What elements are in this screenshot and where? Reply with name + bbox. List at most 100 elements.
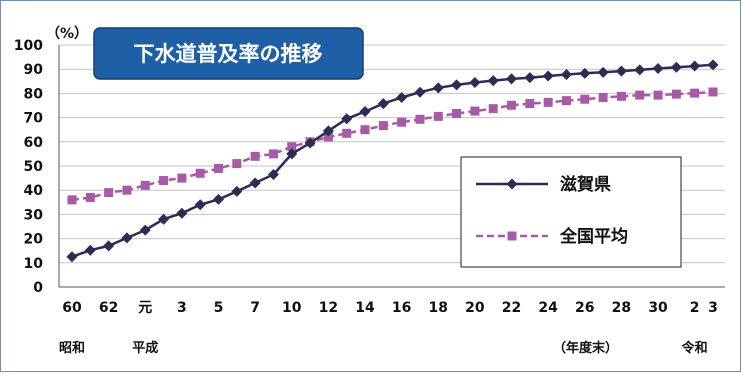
y-axis-unit: （%）	[46, 26, 88, 42]
y-tick-label: 0	[33, 280, 43, 296]
data-point	[560, 69, 572, 81]
y-tick-label: 70	[24, 111, 44, 127]
y-tick-label: 20	[24, 232, 44, 248]
data-point	[707, 59, 719, 71]
era-label: 平成	[132, 340, 158, 356]
data-point	[304, 137, 316, 149]
data-point	[286, 148, 298, 160]
data-point	[488, 104, 498, 114]
data-point	[122, 185, 132, 195]
y-tick-labels: 0 10 20 30 40 50 60 70 80 90 100	[14, 38, 43, 296]
data-point	[414, 86, 426, 98]
data-point	[670, 61, 682, 73]
y-tick-label: 50	[24, 159, 44, 175]
data-point	[543, 97, 553, 107]
data-point	[176, 207, 188, 219]
legend-marker	[507, 231, 517, 241]
data-point	[139, 224, 151, 236]
data-point	[506, 73, 518, 85]
y-tick-label: 60	[24, 135, 44, 151]
data-point	[267, 168, 279, 180]
data-point	[487, 75, 499, 87]
era-label: 令和	[682, 340, 708, 356]
data-point	[598, 93, 608, 103]
legend-entry: 滋賀県	[476, 174, 611, 195]
data-point	[561, 96, 571, 106]
data-point	[104, 188, 114, 198]
data-point	[507, 100, 517, 110]
data-point	[634, 64, 646, 76]
x-tick-label: 30	[648, 300, 668, 316]
x-tick-label: 3	[708, 300, 718, 316]
legend-label: 滋賀県	[560, 174, 611, 195]
legend-entry: 全国平均	[476, 226, 628, 247]
x-tick-label: 60	[62, 300, 82, 316]
data-point	[525, 99, 535, 109]
data-point	[84, 244, 96, 256]
data-point	[67, 195, 77, 205]
x-tick-label: 24	[538, 300, 558, 316]
data-point	[635, 90, 645, 100]
era-label: 昭和	[59, 340, 85, 356]
x-tick-label: 5	[214, 300, 224, 316]
data-point	[653, 90, 663, 100]
data-point	[342, 128, 352, 138]
y-tick-label: 40	[24, 183, 44, 199]
data-point	[524, 72, 536, 84]
data-point	[121, 232, 133, 244]
data-point	[231, 185, 243, 197]
x-tick-label: 20	[465, 300, 485, 316]
axes	[58, 45, 725, 288]
x-tick-label: 28	[612, 300, 631, 316]
x-tick-label: 18	[429, 300, 448, 316]
data-point	[103, 240, 115, 252]
x-tick-label: 7	[250, 300, 260, 316]
data-point	[287, 142, 297, 152]
data-point	[469, 77, 481, 89]
title-background	[93, 27, 364, 80]
y-tick-label: 80	[24, 86, 44, 102]
legend-label: 全国平均	[559, 226, 628, 247]
data-point	[708, 87, 718, 97]
x-tick-label: 16	[392, 300, 411, 316]
data-point	[140, 180, 150, 190]
chart-title-box: 下水道普及率の推移	[93, 27, 364, 80]
data-point	[323, 132, 333, 142]
data-point	[359, 106, 371, 118]
data-point	[158, 213, 170, 225]
legend-marker	[506, 178, 518, 190]
data-point	[214, 163, 224, 173]
data-point	[396, 92, 408, 104]
data-point	[415, 114, 425, 124]
x-tick-label: 22	[502, 300, 521, 316]
x-tick-labels: 60 62 元 3 5 7 10 12 14 16 18 20 22 24 26 28 30 2 3	[62, 300, 718, 316]
data-point	[452, 108, 462, 118]
era-labels: 昭和 平成 令和	[59, 340, 708, 356]
data-point	[689, 60, 701, 72]
data-point	[615, 65, 627, 77]
x-tick-label: 3	[177, 300, 187, 316]
data-point	[232, 159, 242, 169]
data-point	[66, 251, 78, 263]
data-point	[470, 106, 480, 116]
series	[66, 59, 719, 263]
data-point	[579, 67, 591, 79]
x-tick-label: 元	[138, 300, 152, 316]
y-tick-label: 10	[24, 256, 44, 272]
data-point	[597, 66, 609, 78]
series-shiga	[66, 59, 719, 263]
data-point	[268, 149, 278, 159]
y-tick-label: 100	[14, 38, 43, 54]
data-point	[432, 82, 444, 94]
data-point	[616, 91, 626, 101]
data-point	[322, 125, 334, 137]
data-point	[341, 113, 353, 125]
data-point	[195, 168, 205, 178]
x-axis-unit: （年度末）	[553, 340, 618, 356]
data-point	[671, 89, 681, 99]
data-point	[249, 177, 261, 189]
x-tick-label: 26	[575, 300, 594, 316]
data-point	[580, 94, 590, 104]
